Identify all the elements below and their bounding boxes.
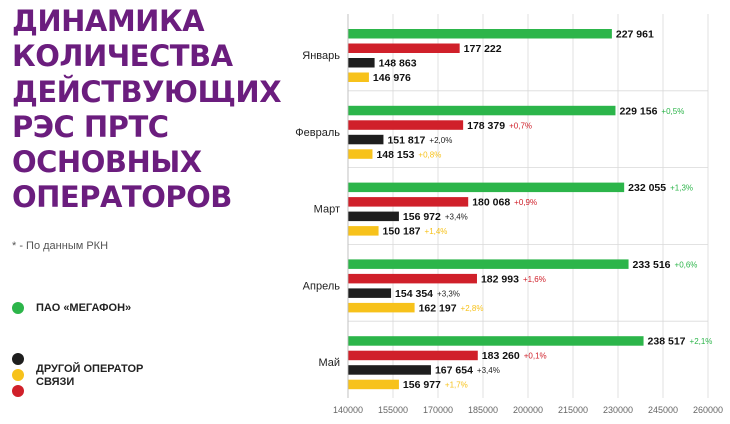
change-label: +0,6% <box>675 260 698 269</box>
change-label: +3,4% <box>477 366 500 375</box>
legend-megafon-label: ПАО «МЕГАФОН» <box>36 302 132 314</box>
category-label: Май <box>318 357 340 369</box>
title-line: КОЛИЧЕСТВА <box>12 39 233 74</box>
bar <box>348 379 399 390</box>
bar <box>348 43 460 53</box>
bar <box>348 273 477 284</box>
bar <box>348 149 373 159</box>
bar <box>348 365 431 375</box>
bar <box>348 58 375 68</box>
black-dot-icon <box>12 353 24 365</box>
category-label: Февраль <box>295 127 340 139</box>
title-line: ДИНАМИКА <box>12 4 205 38</box>
data-label: 162 197 <box>419 302 457 314</box>
bar <box>348 226 379 236</box>
data-label: 229 156 <box>619 105 657 117</box>
category-label: Январь <box>302 50 340 62</box>
data-label: 233 516 <box>633 259 671 271</box>
category-label: Март <box>314 204 340 216</box>
title-line: ДЕЙСТВУЮЩИХ <box>12 74 282 109</box>
data-label: 232 055 <box>628 182 666 194</box>
bar <box>348 350 478 361</box>
yellow-dot-icon <box>12 369 24 381</box>
data-label: 178 379 <box>467 120 505 132</box>
data-label: 180 068 <box>472 197 510 209</box>
page-title: ДИНАМИКА КОЛИЧЕСТВА ДЕЙСТВУЮЩИХ РЭС ПРТС… <box>12 4 312 216</box>
change-label: +2,8% <box>461 304 484 313</box>
bar <box>348 288 392 298</box>
change-label: +0,8% <box>418 150 441 159</box>
data-label: 151 817 <box>387 134 425 146</box>
red-dot-icon <box>12 385 24 397</box>
bar <box>348 105 616 116</box>
title-line: ОСНОВНЫХ <box>12 145 202 180</box>
data-label: 183 260 <box>482 350 520 362</box>
bar <box>348 197 469 207</box>
title-line: РЭС ПРТС <box>12 109 169 144</box>
change-label: +0,5% <box>661 107 684 116</box>
data-label: 148 153 <box>376 149 414 161</box>
x-tick-label: 245000 <box>648 405 678 415</box>
data-label: 156 972 <box>403 211 441 223</box>
data-label: 238 517 <box>648 336 686 348</box>
category-label: Апрель <box>303 280 341 292</box>
x-tick-label: 260000 <box>693 405 723 415</box>
change-label: +0,9% <box>514 198 537 207</box>
footnote: * - По данным РКН <box>12 240 109 252</box>
x-tick-label: 140000 <box>333 405 363 415</box>
x-tick-label: 200000 <box>513 405 543 415</box>
data-label: 227 961 <box>616 29 654 41</box>
data-label: 150 187 <box>383 226 421 238</box>
bar <box>348 211 399 222</box>
bar <box>348 182 625 193</box>
change-label: +0,7% <box>509 121 532 130</box>
change-label: +1,6% <box>523 275 546 284</box>
data-label: 154 354 <box>395 288 433 300</box>
change-label: +3,4% <box>445 213 468 222</box>
x-tick-label: 170000 <box>423 405 453 415</box>
bar <box>348 302 415 313</box>
green-dot-icon <box>12 302 24 314</box>
x-tick-label: 230000 <box>603 405 633 415</box>
data-label: 156 977 <box>403 379 441 391</box>
legend-other-label-line2: СВЯЗИ <box>36 376 75 388</box>
data-label: 148 863 <box>379 58 417 70</box>
change-label: +1,3% <box>670 184 693 193</box>
change-label: +2,0% <box>429 136 452 145</box>
legend-other-label-line1: ДРУГОЙ ОПЕРАТОР <box>36 363 144 375</box>
bar <box>348 336 644 346</box>
x-tick-label: 155000 <box>378 405 408 415</box>
change-label: +1,7% <box>445 381 468 390</box>
x-tick-label: 215000 <box>558 405 588 415</box>
change-label: +3,3% <box>437 289 460 298</box>
bar <box>348 259 629 269</box>
change-label: +1,4% <box>425 227 448 236</box>
data-label: 182 993 <box>481 273 519 285</box>
data-label: 167 654 <box>435 365 473 377</box>
change-label: +2,1% <box>690 337 713 346</box>
data-label: 177 222 <box>464 43 502 55</box>
bar <box>348 120 464 130</box>
title-line: ОПЕРАТОРОВ <box>12 180 232 215</box>
x-tick-label: 185000 <box>468 405 498 415</box>
bar <box>348 134 384 145</box>
bar <box>348 72 369 82</box>
change-label: +0,1% <box>524 352 547 361</box>
bar <box>348 29 612 39</box>
data-label: 146 976 <box>373 72 411 84</box>
